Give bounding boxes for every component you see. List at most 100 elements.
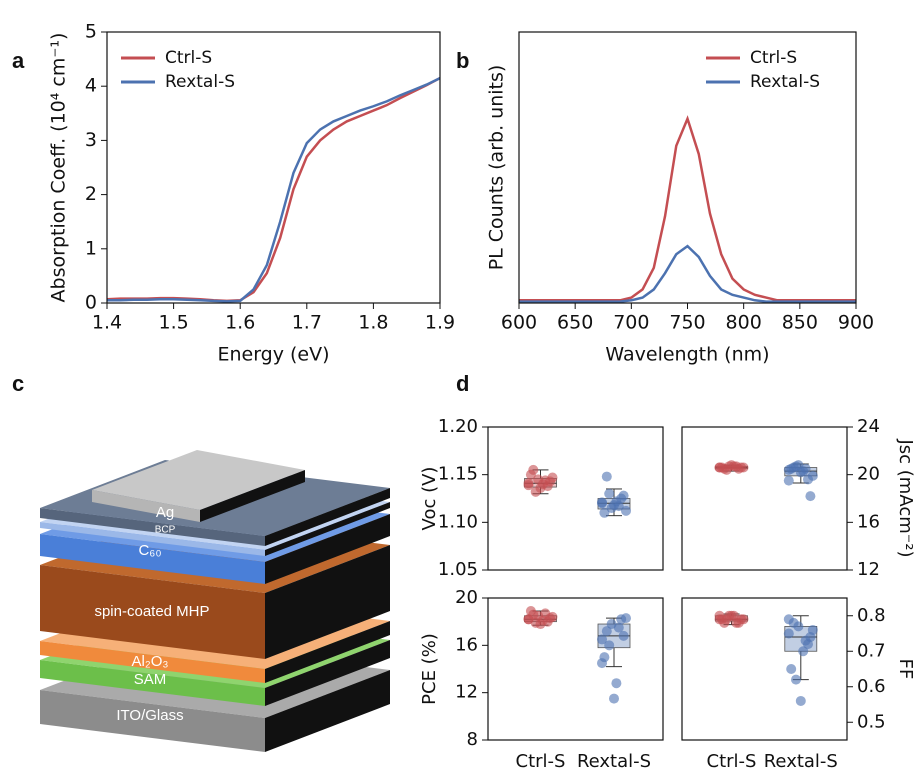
data-point (783, 475, 794, 486)
y-tick-label: 0.7 (857, 640, 886, 661)
data-point (805, 491, 816, 502)
y-axis-label: FF (895, 659, 916, 680)
layer-front (40, 508, 265, 546)
panel-label: c (12, 371, 24, 396)
data-point (613, 622, 624, 633)
y-tick-label: 12 (455, 682, 478, 703)
data-point (523, 614, 534, 625)
data-point (611, 678, 622, 689)
data-point (798, 646, 809, 657)
ag-side (200, 470, 305, 522)
x-tick-label: 1.5 (158, 312, 188, 334)
data-point (795, 695, 806, 706)
plot-frame (487, 597, 664, 741)
data-point (731, 617, 742, 628)
x-tick-label: 600 (501, 312, 537, 334)
data-point (800, 463, 811, 474)
data-point (597, 497, 607, 508)
x-tick-label: Ctrl-S (707, 751, 757, 772)
ag-top (92, 450, 305, 510)
data-point (540, 475, 551, 486)
layer-front (40, 522, 265, 556)
series-line (519, 244, 856, 303)
x-tick-label: 1.8 (358, 312, 388, 334)
layer-side (265, 640, 390, 706)
data-point (528, 464, 539, 475)
layer-front (40, 565, 265, 659)
layer-side (265, 670, 390, 752)
data-point (791, 461, 801, 472)
data-point (599, 507, 610, 518)
data-point (800, 635, 811, 646)
x-tick-label: Rextal-S (764, 751, 838, 772)
y-axis-label: PCE (%) (419, 633, 440, 705)
y-tick-label: 0.5 (857, 711, 886, 732)
y-tick-label: 0 (85, 292, 97, 314)
layer-side (265, 488, 390, 546)
y-tick-label: 24 (857, 416, 880, 437)
x-tick-label: 750 (669, 312, 705, 334)
y-tick-label: 1 (85, 237, 97, 259)
x-tick-label: 700 (613, 312, 649, 334)
y-tick-label: 16 (857, 511, 880, 532)
data-point (540, 608, 551, 619)
data-point (786, 664, 797, 674)
data-point (618, 630, 629, 641)
legend-label: Ctrl-S (165, 48, 212, 68)
y-tick-label: 0.8 (857, 605, 886, 626)
layer-front (40, 660, 265, 706)
y-tick-label: 3 (85, 129, 97, 151)
plot-frame (681, 426, 848, 571)
y-tick-label: 5 (85, 21, 97, 43)
layer-front (40, 690, 265, 752)
y-tick-label: 1.15 (438, 464, 478, 485)
data-point (783, 628, 794, 639)
data-point (621, 505, 631, 516)
data-point (523, 480, 534, 491)
data-point (530, 486, 541, 497)
x-tick-label: 1.7 (292, 312, 322, 334)
y-tick-label: 1.10 (438, 511, 478, 532)
panel-label: b (456, 48, 469, 73)
data-point (597, 658, 607, 669)
panel-label: a (12, 48, 25, 73)
x-tick-label: Ctrl-S (516, 751, 566, 772)
y-tick-label: 0.6 (857, 676, 886, 697)
data-point (613, 501, 624, 512)
plot-frame (681, 597, 848, 741)
series-line (106, 76, 441, 303)
x-axis-label: Energy (eV) (217, 344, 329, 366)
y-axis-label: PL Counts (arb. units) (486, 65, 508, 271)
legend-label: Rextal-S (165, 72, 235, 92)
layer-front (40, 641, 265, 683)
data-point (714, 462, 725, 473)
y-tick-label: 1.20 (438, 416, 478, 437)
layer-side (265, 621, 390, 683)
data-point (601, 471, 612, 482)
x-tick-label: 900 (838, 312, 874, 334)
x-tick-label: 1.6 (225, 312, 255, 334)
layer-front (40, 534, 265, 584)
y-tick-label: 4 (85, 75, 97, 97)
layer-label: Ag (156, 504, 174, 521)
y-axis-label: Voc (V) (419, 467, 440, 531)
data-point (714, 610, 725, 621)
ag-front (92, 490, 200, 522)
y-tick-label: 20 (857, 464, 880, 485)
series-line (519, 115, 856, 302)
y-tick-label: 16 (455, 634, 478, 655)
layer-label: C₆₀ (138, 542, 161, 559)
y-tick-label: 8 (467, 729, 478, 750)
x-tick-label: 1.9 (425, 312, 455, 334)
series-line (107, 76, 441, 303)
data-point (604, 488, 615, 499)
x-tick-label: 650 (557, 312, 593, 334)
y-tick-label: 1.05 (438, 559, 478, 580)
data-point (621, 613, 631, 624)
data-point (618, 490, 629, 501)
data-point (791, 674, 801, 685)
x-tick-label: 850 (782, 312, 818, 334)
layer-label: ITO/Glass (116, 707, 183, 724)
plot-frame (487, 426, 664, 571)
y-tick-label: 12 (857, 559, 880, 580)
